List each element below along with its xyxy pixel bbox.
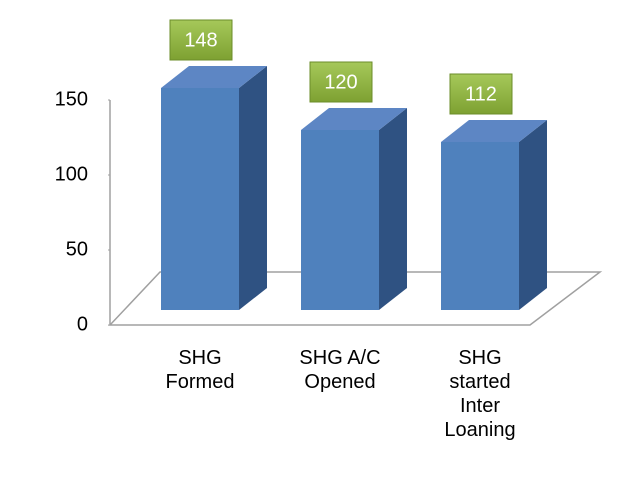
y-tick-label: 150 [55,88,88,110]
bar-top [301,108,407,130]
y-tick-label: 50 [66,238,88,260]
value-label: 120 [324,71,357,93]
bar-side [239,66,267,310]
value-label-box [449,73,513,115]
bar [301,130,379,310]
value-label: 112 [465,83,497,105]
floor [108,271,603,326]
x-tick-label: SHG A/C Opened [299,347,381,393]
x-tick-label: SHG started Inter Loaning [444,347,516,441]
value-label-box [309,61,373,103]
y-tick-label: 100 [55,163,88,185]
bar [441,142,519,310]
value-label: 148 [184,29,217,51]
bar-top [161,66,267,88]
value-label-box [169,19,233,61]
y-tick-label: 0 [77,313,88,335]
x-tick-label: SHG Formed [165,347,235,393]
bar-side [519,120,547,310]
bar-top [441,120,547,142]
bar-side [379,108,407,310]
bar [161,88,239,310]
